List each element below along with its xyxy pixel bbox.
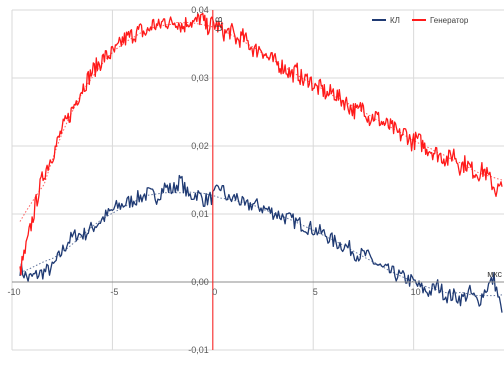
gridlines bbox=[11, 9, 504, 351]
y-tick-label: 0,00 bbox=[191, 277, 209, 287]
series-line-1 bbox=[19, 12, 503, 276]
y-tick-label: -0,01 bbox=[188, 345, 209, 355]
x-axis-label: мкс bbox=[487, 269, 502, 279]
x-tick-label: 5 bbox=[313, 287, 318, 297]
y-tick-label: 0,04 bbox=[191, 5, 209, 15]
legend-label-generator: Генератор bbox=[430, 16, 469, 25]
y-axis-label: U,В bbox=[214, 16, 224, 31]
trendline-1 bbox=[19, 21, 503, 222]
x-tick-label: -10 bbox=[7, 287, 20, 297]
y-tick-label: 0,03 bbox=[191, 73, 209, 83]
y-tick-label: 0,02 bbox=[191, 141, 209, 151]
axes bbox=[12, 10, 504, 350]
series-lines bbox=[19, 12, 503, 313]
x-tick-label: -5 bbox=[110, 287, 118, 297]
x-tick-label: 0 bbox=[212, 287, 217, 297]
legend-label-kl: КЛ bbox=[390, 16, 400, 25]
y-tick-label: 0,01 bbox=[191, 209, 209, 219]
trendlines bbox=[19, 21, 503, 297]
tick-labels: -0,01 0,00 0,01 0,02 0,03 0,04 -10 -5 0 5 10 bbox=[7, 5, 420, 355]
series-line-0 bbox=[19, 174, 503, 313]
legend: КЛ Генератор bbox=[372, 16, 469, 25]
x-tick-label: 10 bbox=[411, 287, 421, 297]
